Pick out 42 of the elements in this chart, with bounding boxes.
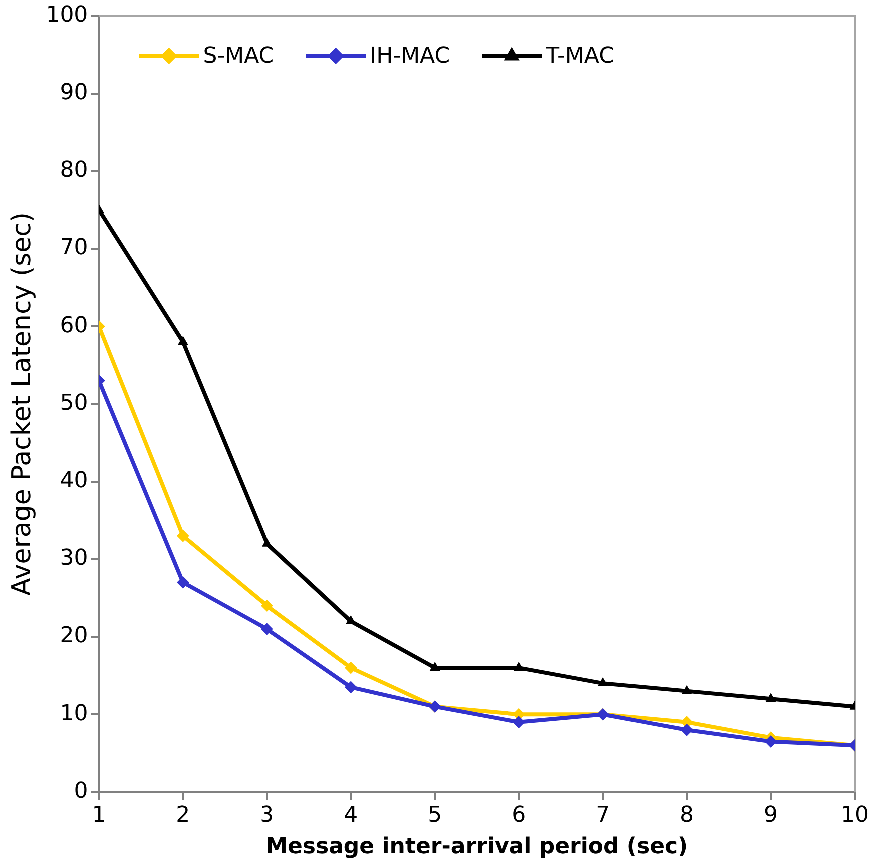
y-tick-label: 0 — [74, 778, 88, 804]
legend-label: T-MAC — [545, 44, 614, 69]
x-tick-label: 10 — [841, 803, 870, 828]
y-tick-label: 70 — [60, 236, 88, 261]
point — [262, 538, 272, 547]
y-axis-title: Average Packet Latency (sec) — [7, 212, 38, 596]
point — [681, 724, 694, 736]
x-axis-title: Message inter-arrival period (sec) — [266, 834, 688, 860]
x-tick-label: 2 — [176, 803, 190, 828]
point — [430, 662, 440, 672]
y-tick-label: 60 — [60, 313, 88, 338]
y-tick-label: 40 — [60, 468, 88, 494]
x-tick-label: 1 — [92, 803, 106, 828]
point — [682, 686, 692, 694]
point — [178, 336, 188, 346]
x-tick-label: 3 — [260, 803, 274, 828]
y-tick-label: 30 — [60, 546, 88, 572]
point — [177, 530, 190, 542]
point — [514, 662, 524, 672]
legend-label: S-MAC — [203, 44, 274, 69]
y-tick-label: 90 — [60, 80, 88, 106]
y-tick-label: 20 — [60, 624, 88, 649]
x-tick-label: 9 — [764, 803, 778, 828]
point — [177, 576, 190, 589]
point — [345, 662, 358, 674]
y-tick-label: 100 — [46, 2, 88, 28]
point — [345, 681, 358, 694]
x-tick-label: 7 — [596, 803, 610, 828]
point — [261, 623, 274, 636]
point — [513, 716, 526, 728]
point — [346, 616, 356, 624]
y-tick-label: 10 — [60, 701, 88, 726]
y-tick-label: 80 — [60, 158, 88, 184]
point — [261, 600, 274, 612]
x-tick-label: 5 — [428, 803, 442, 828]
x-tick-label: 4 — [344, 803, 358, 828]
point — [766, 694, 776, 702]
point — [598, 678, 608, 687]
y-tick-label: 50 — [60, 390, 88, 416]
legend-label: IH-MAC — [370, 44, 450, 69]
x-tick-label: 6 — [512, 803, 526, 828]
x-tick-label: 8 — [680, 803, 694, 828]
